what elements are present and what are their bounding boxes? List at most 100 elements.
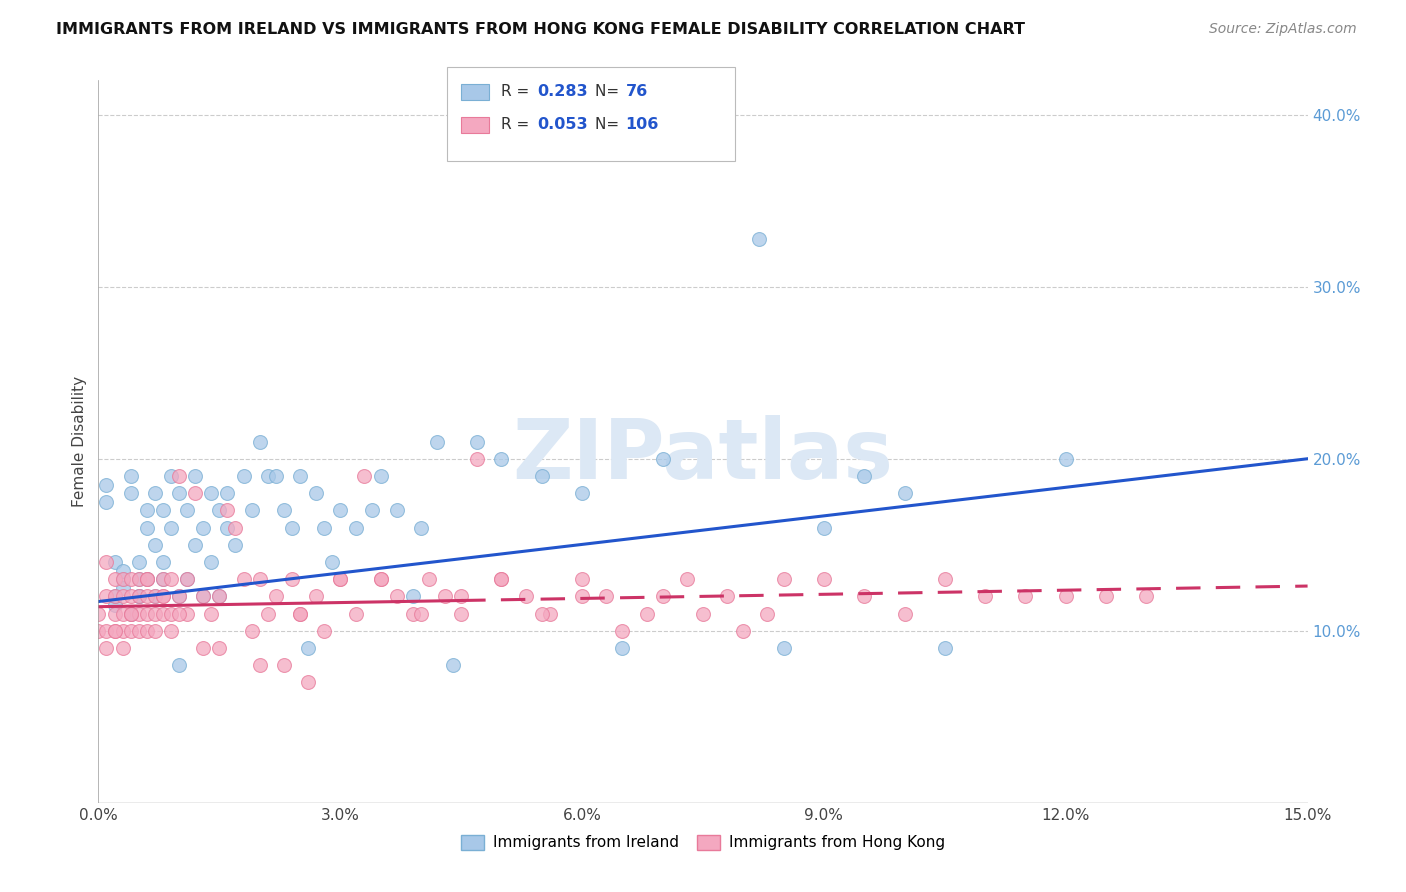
Point bbox=[314, 520, 336, 534]
Point bbox=[249, 658, 271, 673]
Point bbox=[128, 590, 150, 604]
Point bbox=[193, 520, 215, 534]
Point bbox=[716, 590, 738, 604]
Point bbox=[240, 624, 263, 638]
Point bbox=[111, 640, 134, 655]
Point bbox=[217, 520, 239, 534]
Point bbox=[135, 572, 157, 586]
Point bbox=[135, 572, 157, 586]
Point bbox=[96, 590, 118, 604]
Point bbox=[224, 520, 246, 534]
Point bbox=[370, 469, 392, 483]
Text: 0.283: 0.283 bbox=[537, 85, 588, 99]
Legend: Immigrants from Ireland, Immigrants from Hong Kong: Immigrants from Ireland, Immigrants from… bbox=[454, 829, 952, 856]
Point bbox=[111, 607, 134, 621]
Point bbox=[1095, 590, 1118, 604]
Point bbox=[264, 590, 287, 604]
Point bbox=[934, 572, 956, 586]
Point bbox=[120, 607, 142, 621]
Point bbox=[128, 590, 150, 604]
Point bbox=[297, 675, 319, 690]
Point bbox=[120, 624, 142, 638]
Point bbox=[344, 520, 367, 534]
Point bbox=[434, 590, 457, 604]
Point bbox=[748, 231, 770, 245]
Point bbox=[240, 503, 263, 517]
Point bbox=[176, 572, 198, 586]
Point bbox=[329, 503, 352, 517]
Point bbox=[193, 590, 215, 604]
Point bbox=[120, 486, 142, 500]
Point bbox=[418, 572, 440, 586]
Point bbox=[103, 590, 125, 604]
Text: R =: R = bbox=[501, 118, 534, 132]
Point bbox=[160, 520, 183, 534]
Point bbox=[224, 538, 246, 552]
Point bbox=[853, 469, 876, 483]
Point bbox=[288, 607, 311, 621]
Point bbox=[120, 590, 142, 604]
Point bbox=[281, 572, 304, 586]
Point bbox=[152, 590, 174, 604]
Point bbox=[135, 590, 157, 604]
Point bbox=[184, 538, 207, 552]
Point bbox=[143, 486, 166, 500]
Point bbox=[111, 572, 134, 586]
Point bbox=[329, 572, 352, 586]
Point bbox=[176, 503, 198, 517]
Point bbox=[297, 640, 319, 655]
Point bbox=[249, 572, 271, 586]
Point bbox=[974, 590, 997, 604]
Point bbox=[249, 434, 271, 449]
Point bbox=[402, 607, 425, 621]
Point bbox=[152, 503, 174, 517]
Text: N=: N= bbox=[595, 85, 624, 99]
Point bbox=[111, 581, 134, 595]
Point bbox=[128, 555, 150, 569]
Point bbox=[167, 607, 190, 621]
Point bbox=[636, 607, 658, 621]
Point bbox=[160, 607, 183, 621]
Point bbox=[571, 486, 593, 500]
Point bbox=[96, 494, 118, 508]
Point bbox=[152, 607, 174, 621]
Point bbox=[120, 469, 142, 483]
Point bbox=[143, 590, 166, 604]
Point bbox=[200, 555, 222, 569]
Point bbox=[111, 590, 134, 604]
Point bbox=[595, 590, 617, 604]
Point bbox=[217, 503, 239, 517]
Point bbox=[612, 640, 634, 655]
Point bbox=[193, 640, 215, 655]
Point bbox=[321, 555, 343, 569]
Point bbox=[1054, 451, 1077, 466]
Point bbox=[450, 607, 472, 621]
Point bbox=[515, 590, 537, 604]
Point bbox=[143, 590, 166, 604]
Point bbox=[530, 607, 553, 621]
Point bbox=[208, 503, 231, 517]
Point bbox=[160, 572, 183, 586]
Point bbox=[256, 469, 278, 483]
Point bbox=[409, 520, 432, 534]
Point bbox=[103, 607, 125, 621]
Point bbox=[103, 598, 125, 612]
Point bbox=[450, 590, 472, 604]
Point bbox=[135, 607, 157, 621]
Point bbox=[232, 469, 254, 483]
Point bbox=[167, 590, 190, 604]
Point bbox=[853, 590, 876, 604]
Point bbox=[281, 520, 304, 534]
Point bbox=[651, 590, 673, 604]
Point bbox=[135, 503, 157, 517]
Point bbox=[128, 572, 150, 586]
Point bbox=[135, 520, 157, 534]
Point bbox=[200, 486, 222, 500]
Point bbox=[143, 607, 166, 621]
Point bbox=[200, 607, 222, 621]
Point bbox=[87, 607, 110, 621]
Point bbox=[135, 624, 157, 638]
Point bbox=[152, 555, 174, 569]
Point bbox=[152, 590, 174, 604]
Point bbox=[385, 590, 408, 604]
